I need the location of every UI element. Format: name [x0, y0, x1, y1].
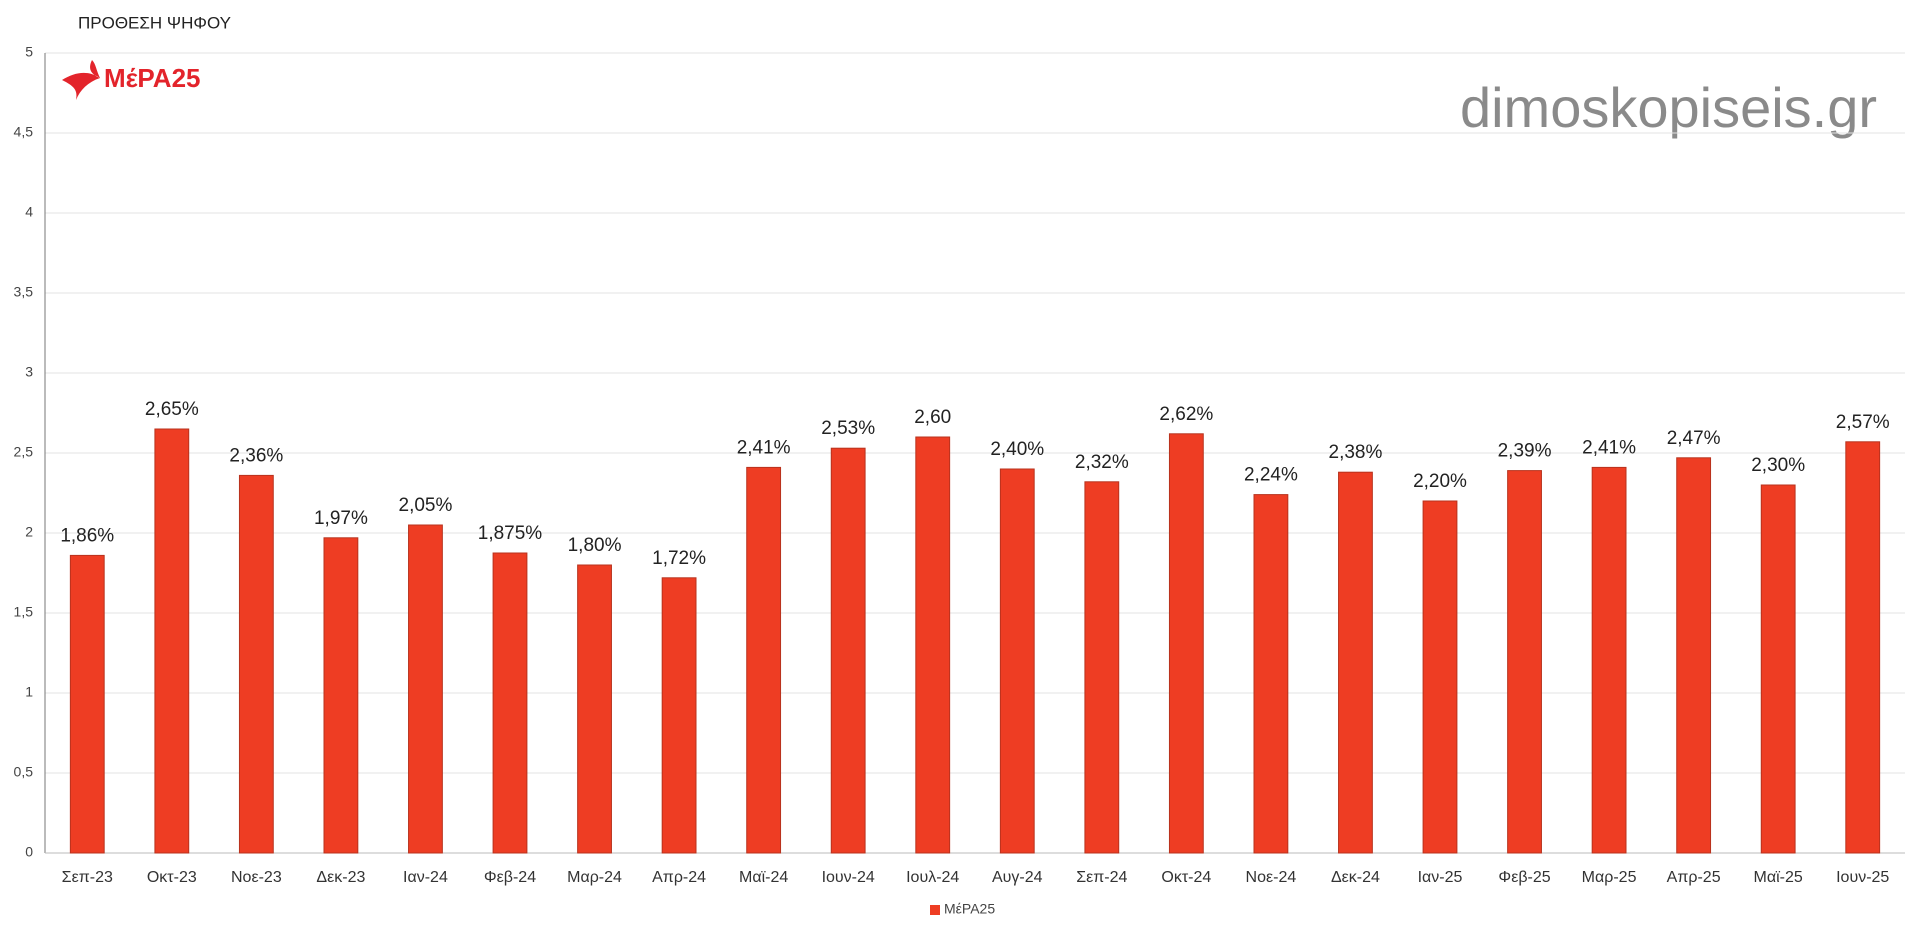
bar	[408, 524, 443, 854]
x-tick-label: Δεκ-24	[1331, 869, 1380, 886]
y-tick-label: 5	[25, 44, 33, 60]
bar	[746, 466, 782, 854]
chart-title: ΠΡΟΘΕΣΗ ΨΗΦΟΥ	[78, 13, 231, 32]
logo-text: ΜέΡΑ25	[104, 63, 201, 93]
bar	[1760, 484, 1796, 854]
bar	[323, 537, 359, 854]
x-tick-label: Φεβ-24	[484, 869, 536, 886]
data-label: 2,53%	[821, 418, 875, 439]
bar	[1084, 481, 1120, 854]
data-label: 2,60	[914, 407, 951, 428]
bar	[830, 447, 866, 854]
data-label: 1,72%	[652, 548, 706, 569]
y-tick-label: 2	[25, 524, 33, 540]
data-label: 2,62%	[1159, 404, 1213, 425]
x-tick-label: Νοε-23	[231, 869, 282, 886]
x-tick-label: Ιαν-25	[1418, 869, 1463, 886]
y-tick-label: 3,5	[14, 284, 34, 300]
bar	[1845, 441, 1881, 854]
data-label: 2,41%	[737, 437, 791, 458]
x-tick-label: Φεβ-25	[1498, 869, 1550, 886]
x-tick-label: Δεκ-23	[316, 869, 365, 886]
data-label: 1,86%	[60, 525, 114, 546]
bar	[999, 468, 1035, 854]
bar	[238, 474, 274, 854]
bar	[915, 436, 951, 854]
bar	[492, 552, 528, 854]
bar	[1422, 500, 1458, 854]
x-tick-label: Μαϊ-25	[1754, 869, 1803, 886]
watermark: dimoskopiseis.gr	[1460, 76, 1877, 139]
x-tick-label: Σεπ-24	[1076, 869, 1127, 886]
y-tick-label: 4	[25, 204, 33, 220]
x-tick-label: Σεπ-23	[62, 869, 113, 886]
bar	[1507, 470, 1542, 854]
data-label: 1,80%	[568, 535, 622, 556]
x-tick-label: Οκτ-24	[1161, 869, 1211, 886]
x-tick-label: Αυγ-24	[992, 869, 1043, 886]
y-tick-label: 1,5	[14, 604, 34, 620]
data-label: 2,47%	[1667, 428, 1721, 449]
x-tick-label: Οκτ-23	[147, 869, 197, 886]
x-tick-label: Μαρ-25	[1582, 869, 1637, 886]
legend-swatch	[930, 905, 940, 915]
data-label: 2,57%	[1836, 412, 1890, 433]
y-tick-label: 4,5	[14, 124, 34, 140]
data-label: 1,875%	[478, 523, 543, 544]
data-label: 2,38%	[1329, 442, 1383, 463]
x-tick-label: Απρ-24	[652, 869, 706, 886]
legend-label: ΜέΡΑ25	[944, 901, 995, 917]
y-tick-label: 3	[25, 364, 33, 380]
data-label: 2,40%	[990, 439, 1044, 460]
data-label: 1,97%	[314, 508, 368, 529]
bar	[1168, 433, 1204, 854]
x-tick-label: Μαϊ-24	[739, 869, 788, 886]
x-tick-label: Νοε-24	[1246, 869, 1297, 886]
data-label: 2,32%	[1075, 452, 1129, 473]
bar	[577, 564, 612, 854]
x-tick-label: Απρ-25	[1667, 869, 1721, 886]
data-label: 2,65%	[145, 399, 199, 420]
data-label: 2,36%	[229, 445, 283, 466]
x-tick-label: Μαρ-24	[567, 869, 622, 886]
logo: ΜέΡΑ25	[62, 60, 201, 100]
x-tick-label: Ιαν-24	[403, 869, 448, 886]
x-tick-label: Ιουν-25	[1836, 869, 1889, 886]
y-tick-label: 0	[25, 844, 33, 860]
y-tick-label: 0,5	[14, 764, 34, 780]
logo-bird	[62, 60, 100, 100]
data-label: 2,39%	[1498, 441, 1552, 462]
bar	[69, 554, 105, 854]
x-tick-label: Ιουν-24	[822, 869, 875, 886]
data-label: 2,05%	[399, 495, 453, 516]
data-label: 2,24%	[1244, 465, 1298, 486]
y-tick-label: 2,5	[14, 444, 34, 460]
bar	[1338, 471, 1373, 854]
bar	[154, 428, 190, 854]
bar	[1676, 457, 1712, 854]
bar	[661, 577, 697, 854]
data-label: 2,20%	[1413, 471, 1467, 492]
bar	[1591, 466, 1627, 854]
x-tick-label: Ιουλ-24	[906, 869, 959, 886]
data-label: 2,41%	[1582, 437, 1636, 458]
bar	[1253, 494, 1289, 854]
data-label: 2,30%	[1751, 455, 1805, 476]
y-tick-label: 1	[25, 684, 33, 700]
